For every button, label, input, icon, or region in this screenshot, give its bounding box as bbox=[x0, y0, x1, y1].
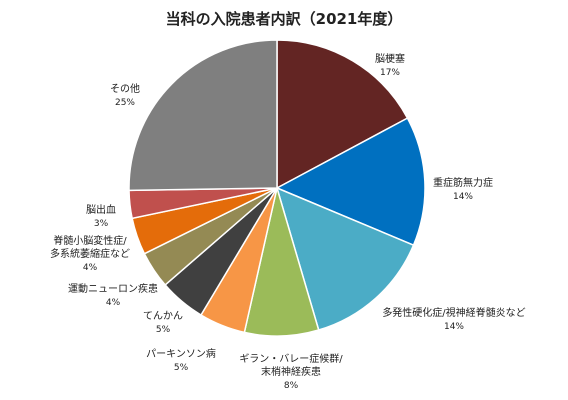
slice-label-8: 多系統萎縮症など bbox=[50, 247, 130, 260]
slice-percent-10: 25% bbox=[115, 98, 135, 108]
slice-labels: 脳梗塞 17% 重症筋無力症 14% 多発性硬化症/視神経脊髄炎など 14% ギラン・バレー… bbox=[50, 52, 526, 391]
slice-label-8: 脊髄小脳変性症/ bbox=[53, 234, 127, 247]
slice-label-4: ギラン・バレー症候群/ bbox=[239, 352, 343, 365]
slice-label-10: その他 bbox=[110, 82, 140, 95]
pie-slices bbox=[128, 39, 426, 337]
slice-percent-4: 8% bbox=[284, 381, 299, 391]
pie-slice-3 bbox=[275, 186, 415, 331]
slice-label-4: 末梢神経疾患 bbox=[261, 365, 321, 378]
slice-percent-8: 4% bbox=[83, 263, 98, 273]
slice-percent-5: 5% bbox=[174, 363, 189, 373]
slice-label-2: 重症筋無力症 bbox=[433, 176, 493, 189]
slice-percent-6: 5% bbox=[156, 325, 171, 335]
slice-percent-2: 14% bbox=[453, 192, 473, 202]
slice-percent-9: 3% bbox=[94, 219, 109, 229]
slice-percent-1: 17% bbox=[380, 68, 400, 78]
pie-slice-2 bbox=[275, 117, 426, 247]
slice-label-7: 運動ニューロン疾患 bbox=[68, 282, 158, 295]
chart-title: 当科の入院患者内訳（2021年度） bbox=[166, 10, 403, 28]
slice-label-3: 多発性硬化症/視神経脊髄炎など bbox=[382, 306, 525, 319]
slice-label-9: 脳出血 bbox=[86, 203, 116, 216]
slice-label-6: てんかん bbox=[143, 310, 183, 322]
pie-slice-1 bbox=[276, 39, 409, 190]
slice-percent-7: 4% bbox=[106, 298, 121, 308]
slice-label-5: パーキンソン病 bbox=[146, 347, 216, 360]
pie-slice-10 bbox=[128, 39, 278, 192]
slice-percent-3: 14% bbox=[444, 322, 464, 332]
slice-label-1: 脳梗塞 bbox=[375, 52, 405, 65]
